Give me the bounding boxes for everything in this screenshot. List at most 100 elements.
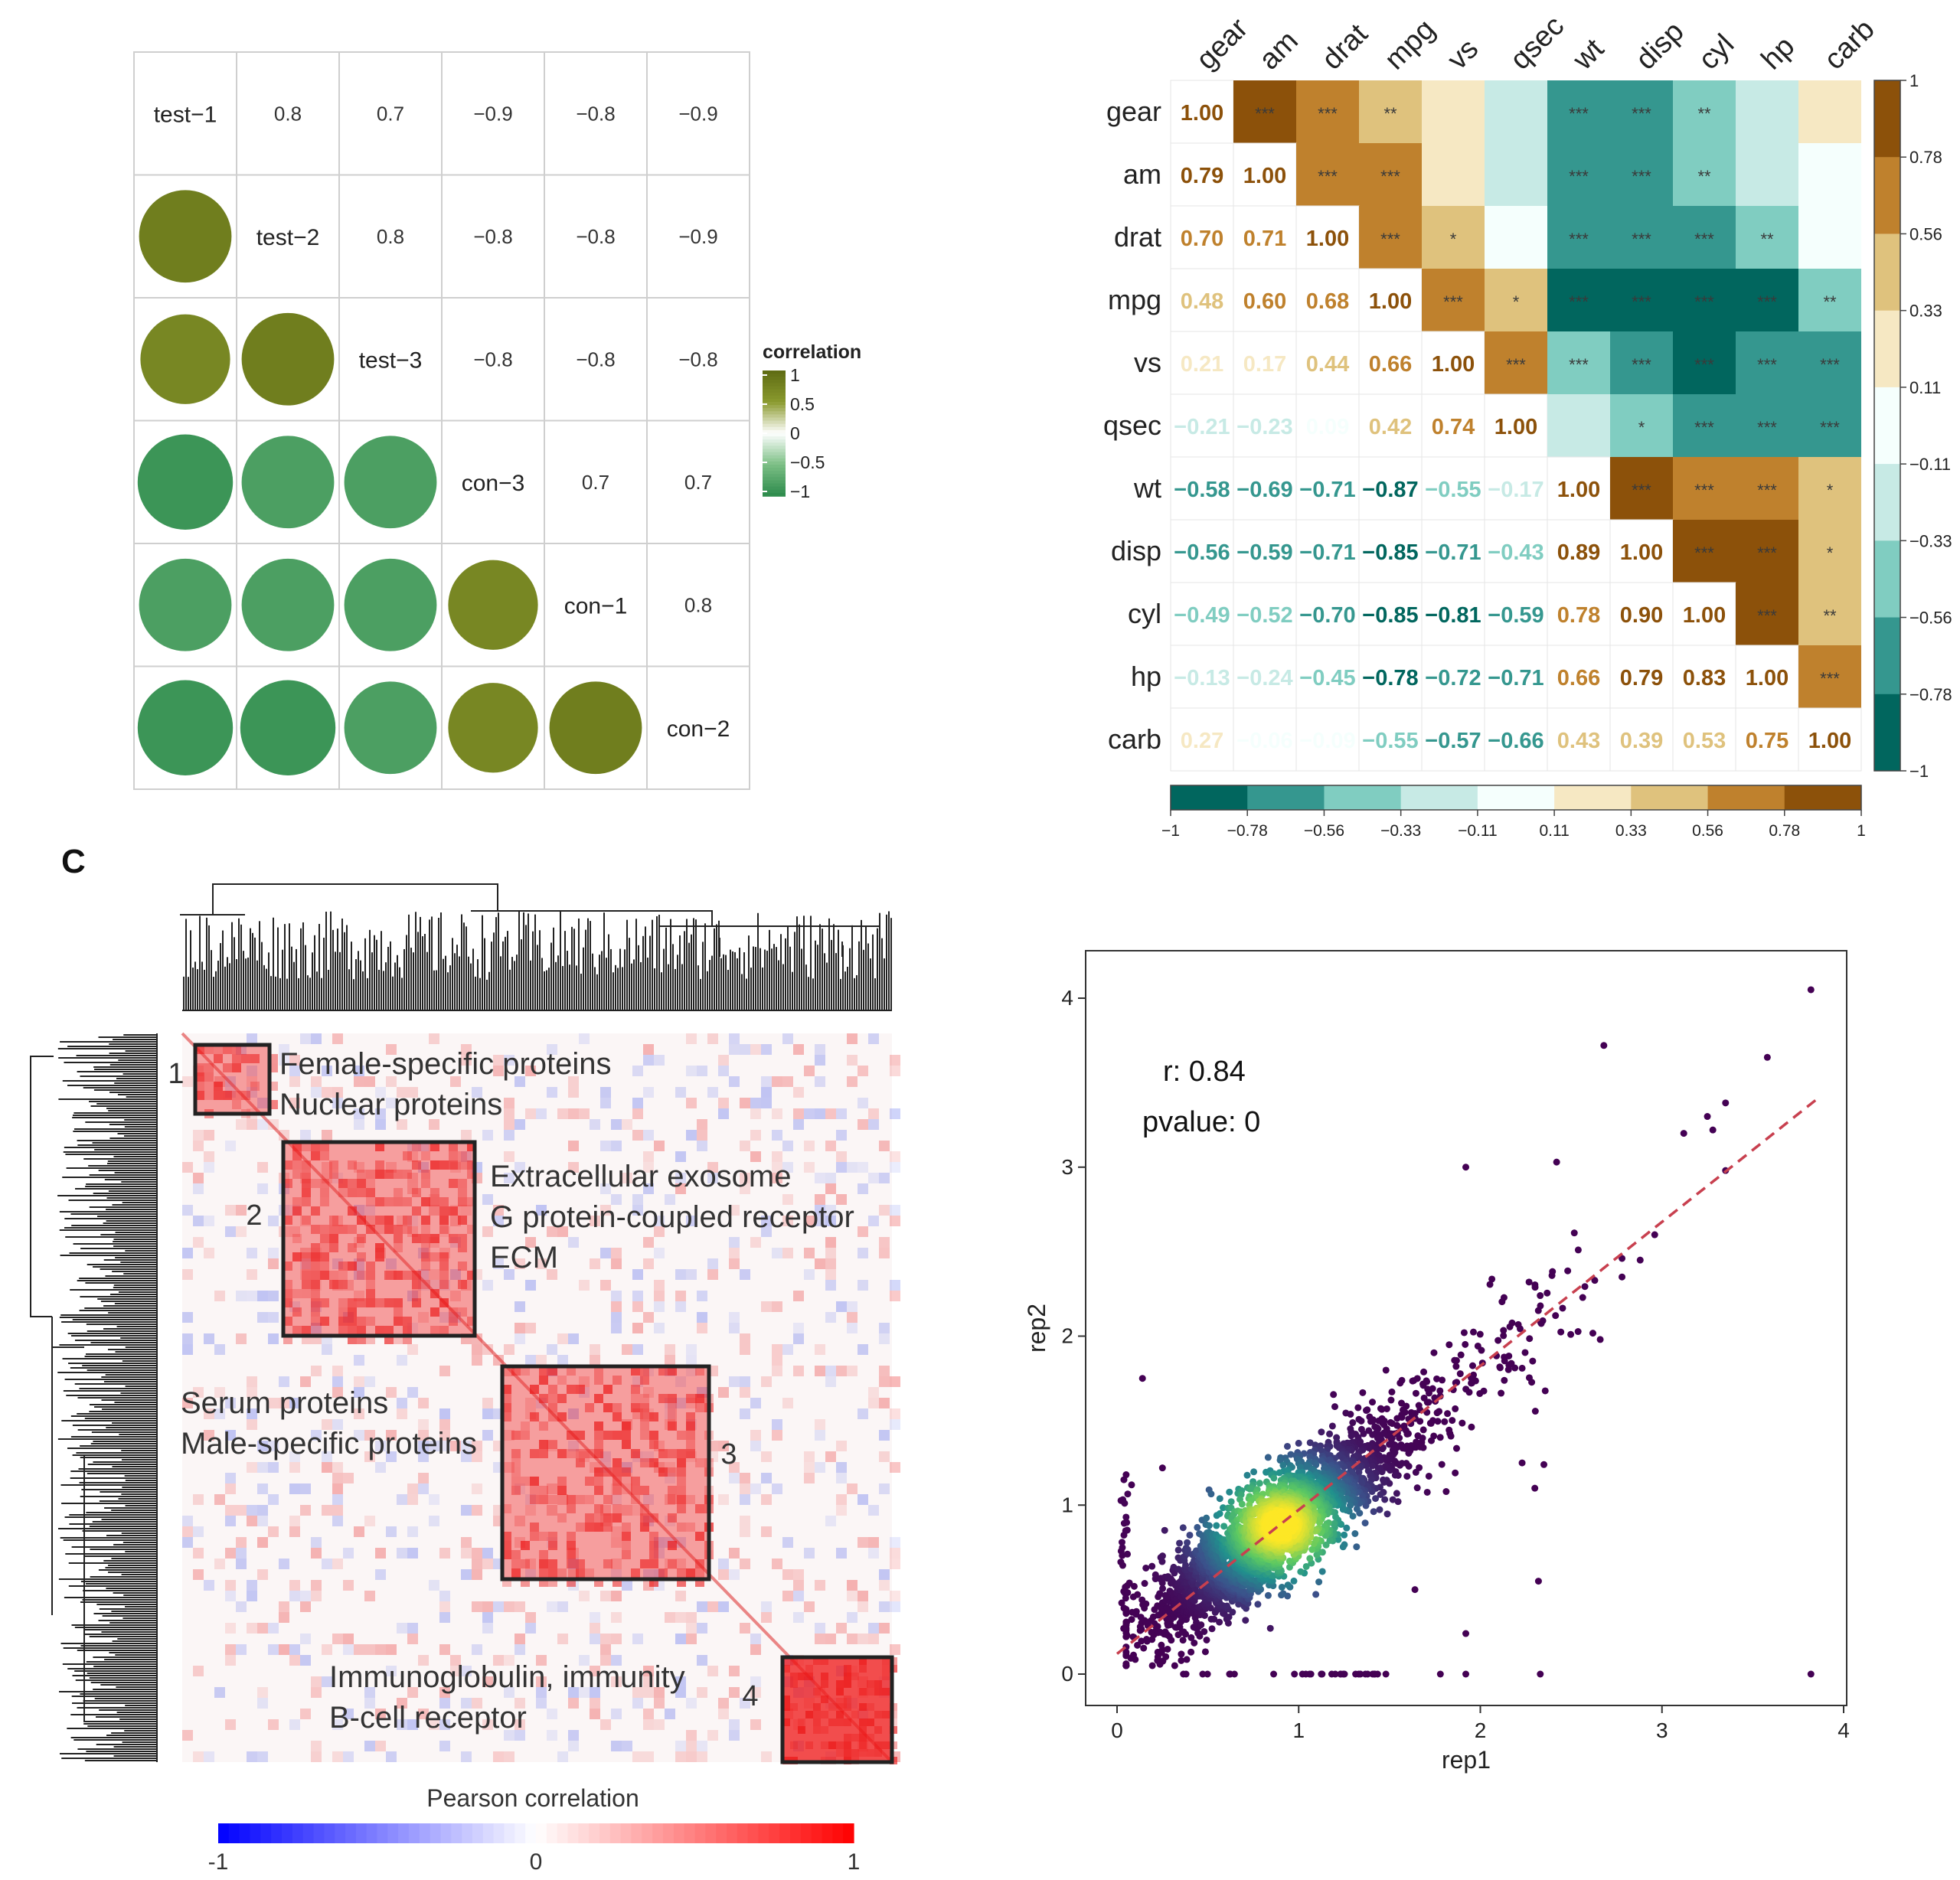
heatmap-cell [879,1430,890,1441]
correlation-value: 0.43 [1557,729,1600,753]
cluster-cell [677,1467,686,1477]
heatmap-cell [815,1076,825,1087]
cluster-cell [394,1197,403,1206]
heatmap-cell [643,1162,654,1173]
scatter-point [1504,1366,1512,1373]
correlogram-cell [1233,645,1297,709]
heatmap-cell [311,1366,322,1376]
heatmap-cell [804,1451,815,1462]
legend-gradient-step [652,1823,664,1843]
legend-gradient-step [398,1823,410,1843]
cluster-cell [576,1523,585,1532]
cluster-cell [348,1160,357,1170]
legend-gradient-step [763,426,786,431]
heatmap-cell [257,1312,268,1323]
cluster-annotation: Female-specific proteins [279,1047,612,1081]
heatmap-cell [815,1462,825,1473]
column-label: mpg [1379,13,1442,76]
cluster-cell [658,1568,668,1578]
scatter-point [1468,1423,1475,1431]
heatmap-cell [450,1291,461,1301]
heatmap-cell [386,1387,397,1398]
heatmap-cell [332,1033,343,1044]
cluster-cell [677,1458,686,1467]
heatmap-cell [311,1580,322,1591]
heatmap-cell [675,1741,686,1751]
cluster-cell [567,1385,576,1394]
cluster-cell [882,1673,890,1680]
cluster-cell [649,1431,658,1440]
significance-stars: * [1638,418,1645,437]
correlogram-cell [1547,456,1611,521]
scatter-point [1433,1409,1441,1417]
scatter-point [1377,1490,1384,1498]
heatmap-cell [247,1248,257,1258]
heatmap-cell [890,1408,900,1419]
cluster-cell [813,1718,821,1726]
cluster-cell [668,1559,677,1568]
scatter-point [1220,1523,1228,1530]
scatter-point [1462,1386,1470,1393]
scatter-point [1537,1292,1544,1300]
heatmap-cell [868,1387,879,1398]
cluster-cell [292,1326,302,1335]
scatter-point [1371,1423,1379,1431]
scatter-point [1128,1616,1135,1624]
heatmap-cell [439,1601,450,1612]
legend-gradient-step [763,465,786,468]
correlation-value: −0.78 [1362,666,1418,690]
heatmap-cell [407,1623,418,1634]
legend-gradient-step [763,395,786,400]
cluster-cell [594,1431,603,1440]
correlogram-cell [1798,331,1861,394]
cluster-cell [214,1045,223,1054]
heatmap-cell [439,1226,450,1237]
heatmap-cell [407,1719,418,1730]
heatmap-cell [750,1430,761,1441]
cluster-cell [677,1477,686,1486]
legend-tick-label: −0.33 [1380,822,1421,840]
scatter-point [1387,1418,1394,1426]
heatmap-cell [740,1183,750,1194]
heatmap-cell [557,1226,568,1237]
heatmap-cell [654,1548,665,1559]
heatmap-cell [804,1066,815,1076]
scatter-point [1186,1531,1194,1539]
cluster-cell [375,1252,384,1261]
heatmap-cell [397,1548,407,1559]
heatmap-cell [675,1591,686,1601]
correlation-value: −0.55 [1425,478,1481,502]
heatmap-cell [868,1119,879,1130]
heatmap-cell [482,1612,493,1623]
correlogram-cell [1422,269,1485,331]
heatmap-cell [332,1098,343,1108]
heatmap-cell [322,1066,332,1076]
heatmap-cell [397,1087,407,1098]
cluster-cell [821,1680,828,1688]
heatmap-cell [397,1355,407,1366]
cluster-cell [348,1261,357,1271]
cluster-cell [790,1657,798,1665]
legend-bin [1554,785,1632,810]
legend-gradient-step [727,1823,738,1843]
heatmap-cell [439,1441,450,1451]
heatmap-cell [611,1248,622,1258]
scatter-point [1353,1505,1361,1513]
cluster-cell [594,1477,603,1486]
legend-title: correlation [763,341,861,363]
heatmap-cell [675,1634,686,1644]
heatmap-cell [525,1280,536,1291]
legend-gradient-step [409,1823,420,1843]
heatmap-cell [322,1087,332,1098]
cluster-cell [357,1170,366,1179]
cluster-cell [232,1045,241,1054]
significance-stars: *** [1380,230,1400,249]
scatter-point [1570,1229,1578,1237]
heatmap-cell [268,1312,279,1323]
scatter-point [1204,1670,1211,1678]
legend-gradient-step [763,492,786,497]
cluster-cell [821,1657,828,1665]
scatter-point [1446,1341,1453,1349]
heatmap-cell [289,1516,300,1526]
